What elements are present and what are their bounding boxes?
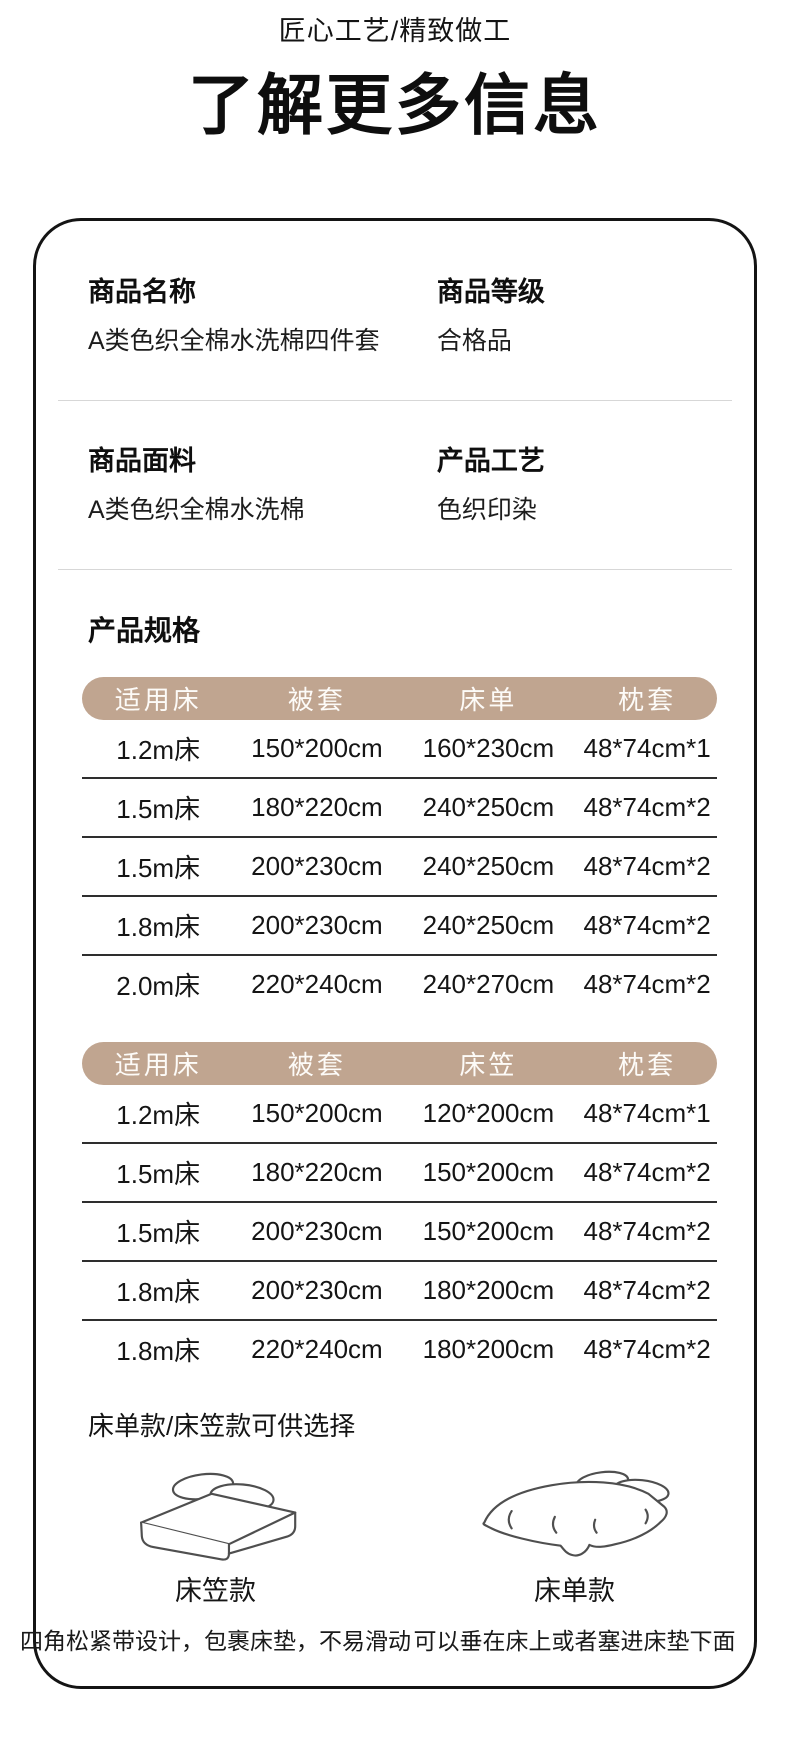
table-cell: 180*200cm — [422, 1334, 555, 1364]
bed-label-fitted: 床笠款 — [175, 1576, 256, 1606]
divider — [58, 400, 732, 401]
header-cell: 被套 — [287, 685, 346, 715]
bed-style-fitted: 床笠款 四角松紧带设计，包裹床垫，不易滑动 — [20, 1465, 411, 1654]
bed-style-flat: 床单款 可以垂在床上或者塞进床垫下面 — [395, 1465, 754, 1654]
table-cell: 48*74cm*2 — [583, 969, 711, 999]
page-subtitle: 匠心工艺/精致做工 — [278, 16, 512, 46]
fitted-sheet-bed-icon — [108, 1465, 324, 1573]
table-cell: 240*250cm — [422, 910, 555, 940]
table-header-row: 适用床 被套 床单 枕套 — [82, 677, 717, 720]
table-cell: 1.2m床 — [116, 735, 201, 765]
table-cell: 180*200cm — [422, 1275, 555, 1305]
table-cell: 180*220cm — [251, 792, 383, 822]
field-label-fabric: 商品面料 — [88, 446, 196, 476]
table-row: 1.2m床 150*200cm 120*200cm 48*74cm*1 — [82, 1085, 717, 1144]
table-cell: 160*230cm — [422, 733, 555, 763]
field-fabric: 商品面料 A类色织全棉水洗棉 — [88, 446, 437, 524]
flat-sheet-bed-icon — [463, 1465, 687, 1573]
header-cell: 枕套 — [618, 685, 677, 715]
table-row: 2.0m床 220*240cm 240*270cm 48*74cm*2 — [82, 956, 717, 1013]
header-cell: 适用床 — [114, 1050, 202, 1080]
table-cell: 48*74cm*2 — [583, 1275, 711, 1305]
note-style-options: 床单款/床笠款可供选择 — [88, 1411, 356, 1441]
table-cell: 240*250cm — [422, 851, 555, 881]
table-cell: 220*240cm — [251, 969, 383, 999]
table-cell: 240*250cm — [422, 792, 555, 822]
table-row: 1.2m床 150*200cm 160*230cm 48*74cm*1 — [82, 720, 717, 779]
table-cell: 48*74cm*2 — [583, 1334, 711, 1364]
table-cell: 1.5m床 — [116, 794, 201, 824]
table-cell: 180*220cm — [251, 1157, 383, 1187]
bed-label-flat: 床单款 — [534, 1576, 615, 1606]
table-cell: 220*240cm — [251, 1334, 383, 1364]
table-cell: 1.2m床 — [116, 1100, 201, 1130]
header-cell: 床单 — [459, 685, 518, 715]
table-cell: 150*200cm — [422, 1157, 555, 1187]
table-cell: 48*74cm*2 — [583, 1216, 711, 1246]
table-cell: 200*230cm — [251, 1216, 383, 1246]
header-cell: 被套 — [287, 1050, 346, 1080]
table-row: 1.5m床 200*230cm 240*250cm 48*74cm*2 — [82, 838, 717, 897]
field-value-craft: 色织印染 — [436, 496, 537, 524]
bed-style-comparison: 床笠款 四角松紧带设计，包裹床垫，不易滑动 — [20, 1465, 754, 1654]
table-cell: 48*74cm*2 — [583, 851, 711, 881]
table-cell: 1.5m床 — [116, 1218, 201, 1248]
spec-table-fitted: 适用床 被套 床笠 枕套 1.2m床 150*200cm 120*200cm 4… — [82, 1042, 717, 1378]
table-row: 1.5m床 180*220cm 240*250cm 48*74cm*2 — [82, 779, 717, 838]
field-value-product-name: A类色织全棉水洗棉四件套 — [88, 327, 380, 355]
field-label-grade: 商品等级 — [436, 277, 545, 307]
table-cell: 200*230cm — [251, 1275, 383, 1305]
table-cell: 48*74cm*2 — [583, 792, 711, 822]
header-cell: 适用床 — [114, 685, 202, 715]
bed-caption-flat: 可以垂在床上或者塞进床垫下面 — [413, 1628, 736, 1654]
table-cell: 48*74cm*1 — [583, 733, 711, 763]
table-cell: 1.8m床 — [116, 1336, 201, 1366]
field-product-name: 商品名称 A类色织全棉水洗棉四件套 — [88, 277, 437, 355]
table-cell: 200*230cm — [251, 910, 383, 940]
bed-caption-fitted: 四角松紧带设计，包裹床垫，不易滑动 — [20, 1628, 411, 1654]
table-cell: 2.0m床 — [116, 971, 201, 1001]
table-cell: 1.5m床 — [116, 853, 201, 883]
field-value-fabric: A类色织全棉水洗棉 — [88, 496, 305, 524]
info-row-1: 商品名称 A类色织全棉水洗棉四件套 商品等级 合格品 — [36, 277, 754, 355]
field-craft: 产品工艺 色织印染 — [437, 446, 734, 524]
table-cell: 150*200cm — [251, 1098, 383, 1128]
table-cell: 200*230cm — [251, 851, 383, 881]
table-row: 1.5m床 180*220cm 150*200cm 48*74cm*2 — [82, 1144, 717, 1203]
table-cell: 48*74cm*1 — [583, 1098, 711, 1128]
table-row: 1.5m床 200*230cm 150*200cm 48*74cm*2 — [82, 1203, 717, 1262]
table-header-row: 适用床 被套 床笠 枕套 — [82, 1042, 717, 1085]
field-label-craft: 产品工艺 — [436, 446, 545, 476]
table-cell: 48*74cm*2 — [583, 910, 711, 940]
info-card: 商品名称 A类色织全棉水洗棉四件套 商品等级 合格品 商品面料 A类色织全棉水洗… — [20, 218, 757, 1689]
table-cell: 240*270cm — [422, 969, 555, 999]
header-cell: 枕套 — [618, 1050, 677, 1080]
header-cell: 床笠 — [459, 1050, 518, 1080]
field-value-grade: 合格品 — [436, 327, 512, 355]
table-cell: 150*200cm — [251, 733, 383, 763]
field-label-product-name: 商品名称 — [88, 277, 196, 307]
table-row: 1.8m床 220*240cm 180*200cm 48*74cm*2 — [82, 1321, 717, 1378]
table-cell: 120*200cm — [422, 1098, 555, 1128]
table-cell: 1.8m床 — [116, 912, 201, 942]
info-row-2: 商品面料 A类色织全棉水洗棉 产品工艺 色织印染 — [36, 446, 754, 524]
spec-table-sheet: 适用床 被套 床单 枕套 1.2m床 150*200cm 160*230cm 4… — [82, 677, 717, 1013]
table-cell: 1.8m床 — [116, 1277, 201, 1307]
section-title-specs: 产品规格 — [88, 615, 201, 646]
table-row: 1.8m床 200*230cm 240*250cm 48*74cm*2 — [82, 897, 717, 956]
table-cell: 48*74cm*2 — [583, 1157, 711, 1187]
page-title: 了解更多信息 — [188, 68, 602, 142]
table-cell: 1.5m床 — [116, 1159, 201, 1189]
table-row: 1.8m床 200*230cm 180*200cm 48*74cm*2 — [82, 1262, 717, 1321]
divider — [58, 569, 732, 570]
product-info-page: 匠心工艺/精致做工 了解更多信息 商品名称 A类色织全棉水洗棉四件套 商品等级 … — [0, 16, 790, 1689]
table-cell: 150*200cm — [422, 1216, 555, 1246]
field-grade: 商品等级 合格品 — [437, 277, 734, 355]
